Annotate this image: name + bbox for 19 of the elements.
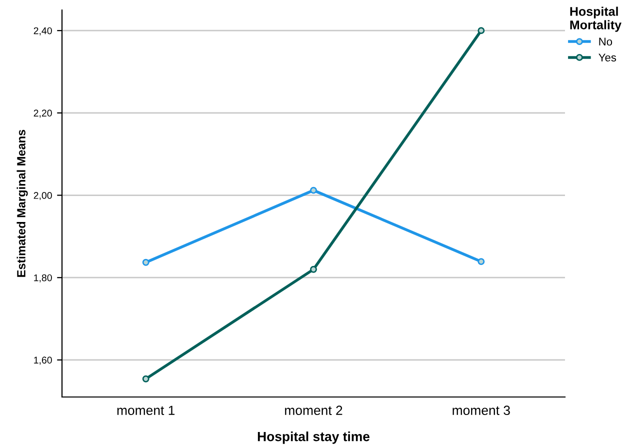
y-tick-label: 1,60 (34, 356, 52, 365)
legend-title: Hospital Mortality (570, 6, 622, 32)
x-tick-label: moment 2 (285, 406, 342, 416)
point (142, 375, 150, 382)
y-tick-label: 1,80 (34, 274, 52, 282)
y-axis-title: Estimated Marginal Means (16, 130, 28, 277)
y-tick-label: 2,00 (34, 192, 52, 200)
y-tick-label: 2,40 (34, 27, 52, 36)
x-tick-label: moment 3 (452, 406, 510, 416)
legend-label: No (599, 38, 612, 46)
point (478, 27, 485, 34)
point (310, 266, 317, 273)
point (310, 186, 317, 194)
x-axis-title: Hospital stay time (258, 432, 370, 444)
point (478, 258, 485, 266)
y-tick-label: 2,20 (34, 110, 52, 118)
x-tick-label: moment 1 (117, 406, 175, 416)
legend-label: Yes (598, 54, 616, 62)
point (142, 258, 150, 266)
